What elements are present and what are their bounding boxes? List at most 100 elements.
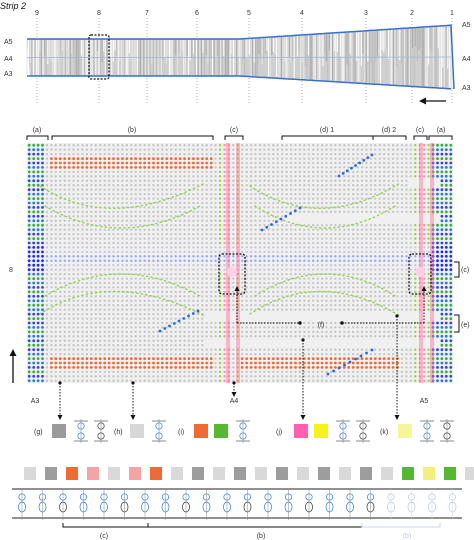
grid-dot xyxy=(281,246,284,249)
grid-dot xyxy=(170,348,173,351)
grid-dot xyxy=(90,201,93,205)
grid-dot xyxy=(281,170,284,174)
grid-dot xyxy=(36,183,40,187)
grid-dot xyxy=(50,246,53,249)
grid-dot xyxy=(298,179,302,182)
grid-dot xyxy=(125,281,128,285)
grid-dot xyxy=(378,157,381,160)
grid-dot xyxy=(156,206,160,209)
grid-dot xyxy=(383,304,386,307)
grid-dot xyxy=(356,224,359,227)
grid-dot xyxy=(249,219,253,222)
grid-dot xyxy=(347,197,350,200)
grid-dot xyxy=(436,197,439,201)
grid-dot xyxy=(400,210,404,214)
grid-dot xyxy=(343,161,346,165)
grid-dot xyxy=(334,144,337,147)
grid-dot xyxy=(178,361,182,365)
grid-dot xyxy=(183,290,186,294)
grid-dot xyxy=(223,326,226,329)
grid-dot xyxy=(440,321,444,325)
grid-dot xyxy=(409,241,412,245)
grid-dot xyxy=(312,144,315,147)
grid-dot xyxy=(59,192,62,196)
grid-dot xyxy=(143,152,146,156)
grid-dot xyxy=(267,148,270,151)
grid-dot xyxy=(210,148,213,151)
grid-dot xyxy=(218,357,222,360)
grid-dot xyxy=(156,166,160,169)
grid-dot xyxy=(50,219,53,222)
grid-dot xyxy=(187,224,191,227)
grid-dot xyxy=(139,210,142,214)
grid-dot xyxy=(143,161,147,165)
grid-dot xyxy=(50,352,53,356)
grid-dot xyxy=(281,281,284,285)
grid-dot xyxy=(218,330,222,334)
grid-dot xyxy=(76,312,80,316)
grid-dot xyxy=(418,357,421,360)
grid-dot xyxy=(54,339,57,342)
grid-dot xyxy=(294,144,297,147)
grid-dot xyxy=(183,272,186,276)
grid-dot xyxy=(218,152,222,156)
grid-dot xyxy=(347,148,350,151)
grid-dot xyxy=(116,348,120,351)
grid-dot xyxy=(334,352,337,356)
grid-dot xyxy=(383,197,386,200)
grid-dot xyxy=(156,250,160,254)
grid-dot xyxy=(232,148,235,151)
grid-dot xyxy=(418,255,421,258)
grid-dot xyxy=(187,232,191,236)
grid-dot xyxy=(116,241,120,245)
grid-dot xyxy=(174,144,177,147)
grid-dot xyxy=(192,179,195,182)
grid-dot xyxy=(68,228,71,231)
grid-dot xyxy=(156,357,160,360)
grid-dot xyxy=(427,197,430,200)
grid-dot xyxy=(360,321,364,325)
grid-dot xyxy=(90,144,93,147)
grid-dot xyxy=(227,192,231,196)
grid-dot xyxy=(99,272,102,276)
grid-dot xyxy=(307,348,310,351)
grid-dot xyxy=(130,255,133,258)
grid-dot xyxy=(365,330,368,334)
grid-dot xyxy=(423,170,426,174)
grid-dot xyxy=(258,259,262,262)
grid-dot xyxy=(129,361,133,365)
grid-dot xyxy=(27,179,31,183)
grid-dot xyxy=(396,246,399,249)
grid-dot xyxy=(272,232,275,236)
grid-dot xyxy=(210,237,213,240)
grid-dot xyxy=(227,246,231,249)
grid-dot xyxy=(352,272,355,276)
grid-dot xyxy=(112,175,115,178)
grid-dot xyxy=(116,224,120,227)
grid-dot xyxy=(431,334,435,338)
grid-dot xyxy=(316,321,319,325)
grid-dot xyxy=(223,286,226,289)
grid-dot xyxy=(99,352,102,356)
grid-dot xyxy=(405,290,408,294)
grid-dot xyxy=(294,157,297,160)
grid-dot xyxy=(414,255,417,258)
grid-dot xyxy=(316,272,319,276)
grid-dot xyxy=(41,299,44,303)
grid-dot xyxy=(178,339,182,342)
grid-dot xyxy=(125,344,128,347)
grid-dot xyxy=(254,255,257,258)
grid-dot xyxy=(334,241,337,245)
grid-dot xyxy=(352,352,355,356)
grid-dot xyxy=(107,361,111,365)
grid-dot xyxy=(112,197,115,200)
grid-dot xyxy=(50,317,53,320)
grid-dot xyxy=(152,144,155,147)
grid-dot xyxy=(152,192,155,196)
grid-dot xyxy=(387,224,390,227)
grid-dot xyxy=(152,352,155,356)
grid-dot xyxy=(81,304,84,307)
grid-dot xyxy=(54,237,57,240)
grid-dot xyxy=(396,224,399,227)
grid-dot xyxy=(178,184,182,187)
